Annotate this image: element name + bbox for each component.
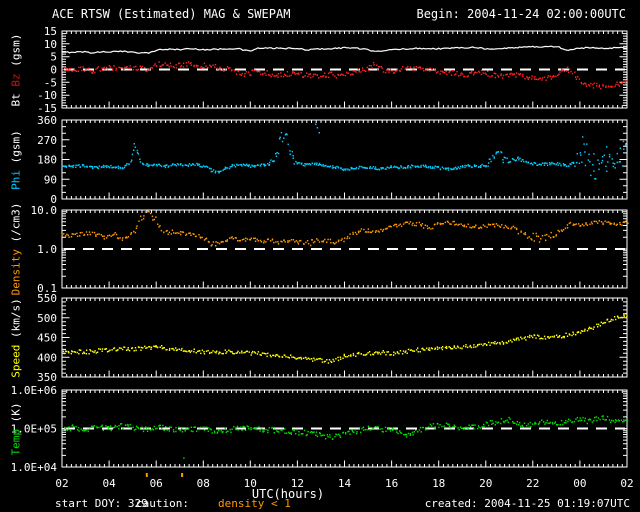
begin-timestamp: Begin: 2004-11-24 02:00:00UTC <box>416 7 626 21</box>
panel-ticks <box>61 119 628 200</box>
ylabel-part: Bt <box>9 92 23 106</box>
ylabel-part: (gsm) <box>9 33 23 73</box>
ytick-label: 500 <box>37 312 57 325</box>
ylabel-density: Density (/cm3) <box>10 203 23 296</box>
panel-ticks <box>61 209 628 289</box>
ylabel-part: Phi <box>9 169 23 190</box>
ytick-label: 1.0E+04 <box>11 461 58 474</box>
panel-density: 10.0 1.0 0.1 <box>31 204 629 295</box>
xtick-label: 00 <box>573 477 586 490</box>
ytick-label: 350 <box>37 371 57 384</box>
panel-ticks <box>61 389 628 468</box>
ylabel-part: Speed <box>9 344 23 378</box>
caution-value: density < 1 <box>218 497 291 510</box>
series-Phi <box>61 131 628 180</box>
ytick-label: 10.0 <box>31 204 58 217</box>
created-timestamp: created: 2004-11-25 01:19:07UTC <box>424 497 630 510</box>
xtick-label: 10 <box>244 477 257 490</box>
ytick-label: 10 <box>44 38 57 51</box>
series-Phi-strays <box>315 123 320 134</box>
ylabel-part: (km/s) <box>9 297 23 345</box>
panel-ticks <box>61 297 628 378</box>
xtick-label: 12 <box>291 477 304 490</box>
ytick-label: -10 <box>37 89 57 102</box>
xtick-label: 04 <box>102 477 116 490</box>
ytick-label: 450 <box>37 332 57 345</box>
ytick-label: 0 <box>50 193 57 206</box>
xtick-label: 18 <box>432 477 445 490</box>
ytick-label: 1.0E+05 <box>11 423 57 436</box>
ylabel-part: (K) <box>9 402 23 429</box>
ytick-label: 0 <box>50 64 57 77</box>
panel-frame <box>61 119 628 200</box>
xtick-label: 22 <box>526 477 539 490</box>
ytick-label: 550 <box>37 292 57 305</box>
panel-frame <box>61 389 628 468</box>
series-Temp <box>62 415 629 441</box>
ylabel-phi: Phi (gsm) <box>10 130 23 190</box>
series-Bz <box>62 61 628 90</box>
ytick-label: 0.1 <box>37 282 57 295</box>
panel-frame <box>61 209 628 289</box>
xtick-label: 14 <box>338 477 352 490</box>
plot-title: ACE RTSW (Estimated) MAG & SWEPAM <box>52 7 291 21</box>
ylabel-part: Temp <box>9 428 23 456</box>
ylabel-bt-bz: Bt Bz (gsm) <box>10 33 23 106</box>
panel-temp: 1.0E+06 1.0E+05 1.0E+04 <box>11 384 629 474</box>
caution-label: caution: <box>136 497 189 510</box>
ytick-label: 270 <box>37 134 57 147</box>
ylabel-part: Bz <box>9 72 23 93</box>
panel-frame <box>61 30 628 109</box>
ylabel-part: (/cm3) <box>9 202 23 249</box>
ytick-label: 180 <box>37 154 57 167</box>
start-doy-label: start DOY: 329 <box>55 497 148 510</box>
series-Speed <box>62 312 628 364</box>
ytick-label: 5 <box>50 51 57 64</box>
ylabel-part: Density <box>9 249 23 296</box>
ytick-label: 1.0E+06 <box>11 384 57 397</box>
x-axis-tick-labels: 02 04 06 08 10 12 14 16 18 20 22 00 02 <box>55 477 633 490</box>
series-Density <box>61 210 629 247</box>
ylabel-speed: Speed (km/s) <box>10 298 23 377</box>
xtick-label: 20 <box>479 477 492 490</box>
panel-phi: 360 270 180 90 0 <box>37 114 628 206</box>
ytick-label: 90 <box>44 173 57 186</box>
ytick-label: -15 <box>37 102 57 115</box>
xtick-label: 02 <box>55 477 68 490</box>
ytick-label: 400 <box>37 351 57 364</box>
xtick-label: 08 <box>197 477 210 490</box>
ytick-label: 15 <box>44 25 57 38</box>
panel-frame <box>61 297 628 378</box>
panel-speed: 550 500 450 400 350 <box>37 292 628 384</box>
x-axis-title: UTC(hours) <box>251 487 325 501</box>
series-Bt <box>61 45 628 54</box>
xtick-label: 16 <box>385 477 398 490</box>
ytick-label: -5 <box>44 76 57 89</box>
ylabel-temp: Temp (K) <box>10 402 23 455</box>
ytick-label: 1.0 <box>37 243 57 256</box>
caution-markers <box>145 473 184 477</box>
panel-ticks <box>61 30 628 109</box>
ylabel-part: (gsm) <box>9 129 23 170</box>
xtick-label: 06 <box>150 477 163 490</box>
xtick-label: 02 <box>620 477 633 490</box>
ytick-label: 360 <box>37 114 57 127</box>
